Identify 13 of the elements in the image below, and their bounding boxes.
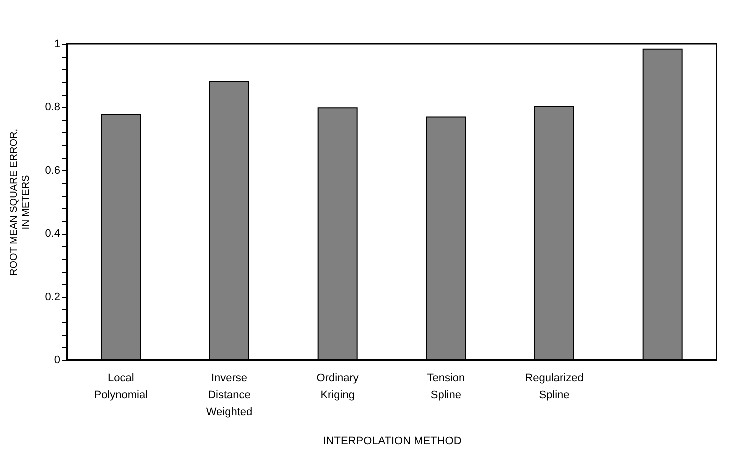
y-tick-label: 1 <box>54 38 60 50</box>
x-tick-label: Tension Spline <box>427 372 466 402</box>
y-tick-label: 0.4 <box>45 228 60 240</box>
y-tick-label: 0.8 <box>45 102 60 114</box>
x-axis-title: INTERPOLATION METHOD <box>323 436 462 448</box>
x-tick-label: Inverse Distance Weighted <box>206 372 253 418</box>
y-tick-label: 0.6 <box>45 164 60 177</box>
x-tick-label: Local Polynomial <box>94 372 148 402</box>
y-tick-label: 0 <box>54 354 60 366</box>
x-tick-label: Ordinary Kriging <box>316 372 360 402</box>
x-tick-label: Regularized Spline <box>525 372 584 402</box>
y-axis-title: ROOT MEAN SQUARE ERROR, IN METERS <box>9 128 32 276</box>
y-tick-label: 0.2 <box>45 291 60 304</box>
